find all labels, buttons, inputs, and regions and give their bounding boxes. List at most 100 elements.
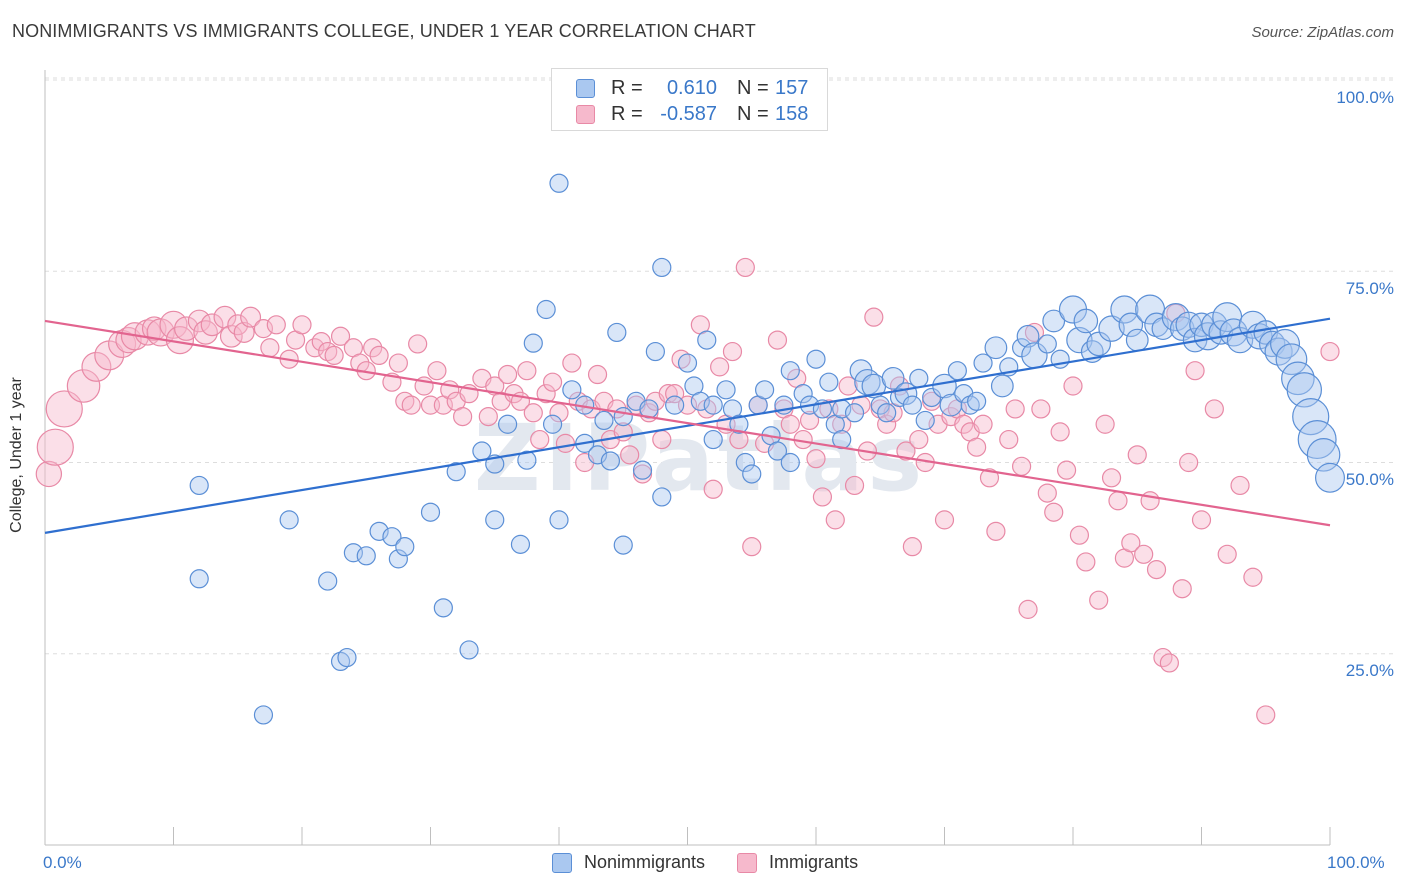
data-point	[1089, 590, 1109, 610]
data-point	[459, 640, 479, 660]
data-point	[594, 410, 614, 431]
data-point	[754, 380, 775, 400]
legend-label: Nonimmigrants	[584, 852, 706, 872]
r-value: -0.587	[660, 102, 717, 125]
data-point	[1050, 422, 1070, 442]
data-point	[1095, 414, 1115, 434]
data-point	[1086, 331, 1111, 357]
series-legend: Nonimmigrants Immigrants	[552, 852, 890, 873]
n-label: N =	[737, 76, 769, 99]
data-point	[806, 449, 826, 469]
data-point	[1281, 361, 1315, 396]
data-point	[735, 452, 755, 473]
data-point	[427, 361, 447, 381]
data-point	[523, 333, 543, 353]
pink-swatch	[576, 104, 595, 124]
legend-item-immigrants[interactable]: Immigrants	[737, 852, 858, 873]
data-point	[587, 364, 608, 385]
data-point	[324, 345, 344, 365]
data-point	[652, 257, 672, 278]
data-point	[388, 353, 408, 373]
data-point	[1037, 483, 1057, 503]
data-point	[799, 410, 820, 431]
data-point	[1179, 452, 1199, 473]
data-point	[318, 571, 338, 591]
data-point	[600, 451, 621, 471]
x-tick-label-max: 100.0%	[1327, 853, 1385, 872]
data-point	[1037, 334, 1057, 354]
y-axis-label: College, Under 1 year	[8, 377, 25, 533]
data-point	[1101, 468, 1122, 488]
data-point	[510, 534, 531, 554]
data-point	[478, 407, 498, 427]
correlation-legend: R = 0.610 N = 157 R = -0.587 N = 158	[551, 68, 828, 131]
data-point	[780, 361, 800, 381]
data-point	[1110, 295, 1139, 324]
immigrants-trend-line	[44, 319, 1331, 527]
data-point	[607, 322, 627, 343]
data-point	[716, 380, 736, 400]
data-point	[1044, 502, 1064, 522]
data-point	[973, 353, 993, 373]
axes	[44, 70, 1331, 846]
immigrants-points	[35, 257, 1340, 725]
data-point	[369, 345, 389, 365]
data-point	[1121, 533, 1141, 553]
data-point	[1161, 303, 1190, 332]
data-point	[485, 510, 505, 530]
data-point	[517, 450, 537, 470]
source-label: Source: ZipAtlas.com	[1251, 24, 1394, 41]
data-point	[562, 353, 582, 373]
n-value: 158	[775, 102, 809, 125]
trend-lines	[44, 317, 1331, 534]
data-point	[45, 390, 83, 428]
data-point	[1172, 579, 1192, 599]
data-point	[902, 537, 922, 557]
data-point	[658, 384, 678, 404]
data-point	[1076, 552, 1096, 572]
n-value: 157	[775, 76, 809, 99]
y-tick-label: 75.0%	[1345, 279, 1394, 298]
data-point	[844, 403, 865, 423]
data-point	[864, 307, 884, 327]
data-point	[81, 351, 112, 382]
data-point	[812, 487, 833, 507]
chart-title: NONIMMIGRANTS VS IMMIGRANTS COLLEGE, UND…	[12, 21, 756, 41]
data-point	[1011, 456, 1032, 476]
data-point	[934, 510, 955, 530]
data-point	[793, 384, 813, 404]
legend-label: Immigrants	[769, 852, 859, 872]
nonimmigrants-trend-line	[44, 317, 1331, 534]
data-point	[530, 429, 550, 450]
data-point	[200, 313, 224, 337]
data-point	[703, 479, 723, 499]
r-value: 0.610	[666, 76, 717, 99]
data-point	[260, 338, 280, 358]
x-tick-label-min: 0.0%	[43, 853, 82, 872]
data-point	[710, 357, 730, 377]
data-point	[189, 475, 209, 496]
data-point	[253, 319, 274, 339]
y-tick-label: 50.0%	[1345, 470, 1394, 489]
data-point	[1108, 491, 1128, 511]
r-label: R =	[611, 76, 643, 99]
data-point	[1151, 317, 1175, 341]
data-point	[729, 414, 749, 434]
legend-item-nonimmigrants[interactable]: Nonimmigrants	[552, 852, 705, 873]
data-point	[844, 475, 865, 496]
data-point	[536, 299, 556, 320]
data-point	[1125, 328, 1149, 352]
data-point	[832, 414, 852, 434]
data-point	[767, 441, 788, 461]
data-point	[408, 334, 428, 354]
data-point	[703, 395, 723, 415]
data-point	[453, 407, 473, 427]
data-point	[780, 414, 800, 434]
data-point	[174, 316, 199, 341]
data-point	[395, 537, 415, 557]
data-point	[703, 429, 723, 450]
data-point	[1098, 315, 1125, 342]
legend-row-immigrants: R = -0.587 N = 158	[576, 102, 808, 126]
data-point	[1217, 544, 1237, 564]
